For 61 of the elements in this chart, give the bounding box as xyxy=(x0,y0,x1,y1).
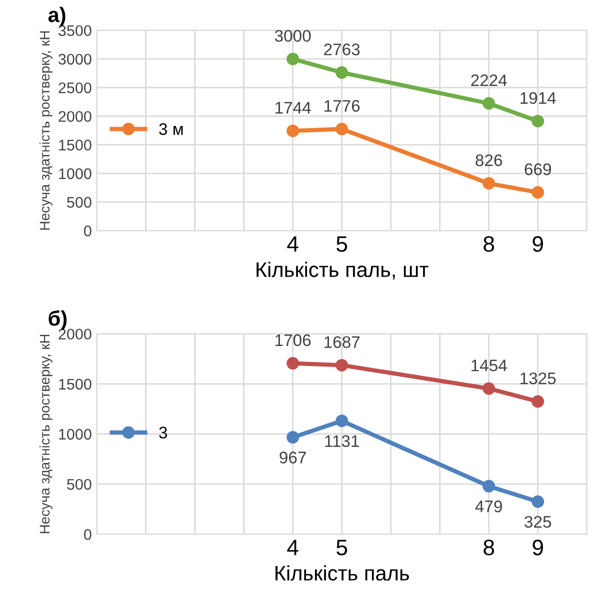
point xyxy=(532,186,544,199)
data-label: 325 xyxy=(524,516,552,528)
y-tick-label: 2500 xyxy=(58,82,92,94)
x-tick-label: 8 xyxy=(484,236,494,252)
data-label: 967 xyxy=(280,452,306,464)
y-tick-label: 3500 xyxy=(58,25,92,36)
data-label: 669 xyxy=(524,163,551,176)
y-tick-label: 1000 xyxy=(59,428,92,440)
legend-label: 3 м xyxy=(159,123,183,135)
point xyxy=(532,495,544,508)
point xyxy=(532,114,544,128)
point xyxy=(482,177,496,190)
data-label: 826 xyxy=(476,154,502,166)
y-tick-label: 1500 xyxy=(59,140,92,150)
x-tick-label: 5 xyxy=(336,540,348,556)
chart-title: а) xyxy=(48,6,66,26)
data-label: 2224 xyxy=(471,74,507,86)
y-tick-label: 1000 xyxy=(59,168,92,180)
data-label: 1914 xyxy=(520,92,556,104)
data-label: 1687 xyxy=(324,336,360,348)
data-label: 1744 xyxy=(276,102,311,114)
point xyxy=(286,52,300,66)
point xyxy=(286,357,300,370)
y-axis-title: Несуча здатність ростверку, кН xyxy=(39,31,52,230)
x-tick-label: 5 xyxy=(336,236,348,252)
data-label: 1131 xyxy=(325,435,359,448)
point xyxy=(336,122,348,136)
point xyxy=(482,480,496,492)
point xyxy=(482,382,496,395)
data-label: 3000 xyxy=(274,30,311,42)
x-axis-title: Кількість паль xyxy=(276,565,409,581)
y-tick-label: 0 xyxy=(84,226,92,236)
data-label: 479 xyxy=(475,500,502,512)
data-label: 1454 xyxy=(472,360,507,372)
y-tick-label: 2000 xyxy=(58,111,92,122)
data-label: 1776 xyxy=(324,100,360,112)
y-tick-label: 2000 xyxy=(58,328,92,340)
x-tick-label: 4 xyxy=(287,540,298,556)
y-tick-label: 3000 xyxy=(58,54,92,65)
x-tick-label: 9 xyxy=(532,236,543,252)
chart-title: б) xyxy=(48,310,67,330)
legend-label: 3 xyxy=(159,426,168,438)
y-tick-label: 1500 xyxy=(59,378,92,390)
point xyxy=(336,358,348,372)
y-tick-label: 0 xyxy=(84,529,92,540)
data-label: 1325 xyxy=(520,372,556,384)
y-axis-title: Несуча здатність ростверку, кН xyxy=(39,334,52,534)
data-label: 2763 xyxy=(324,44,360,56)
x-tick-label: 4 xyxy=(287,236,298,252)
y-tick-label: 500 xyxy=(67,196,92,208)
y-tick-label: 500 xyxy=(67,478,92,490)
x-tick-label: 9 xyxy=(532,540,543,556)
x-tick-label: 8 xyxy=(484,540,494,556)
point xyxy=(532,395,544,408)
point xyxy=(286,431,300,444)
data-label: 1706 xyxy=(276,334,311,346)
x-axis-title: Кількість паль, шт xyxy=(256,262,428,280)
point xyxy=(286,124,300,138)
point xyxy=(336,414,348,428)
point xyxy=(482,97,496,110)
point xyxy=(336,66,348,79)
